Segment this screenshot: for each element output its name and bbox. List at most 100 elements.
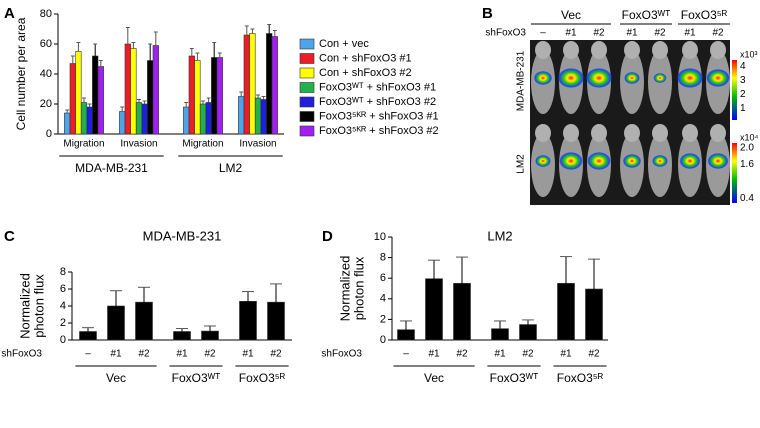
y-tick-label: 60 — [40, 38, 52, 50]
group-label: LM2 — [219, 161, 243, 175]
mouse-head — [710, 41, 726, 59]
error-bar — [242, 291, 254, 302]
bar — [194, 60, 201, 135]
x-tick-label: – — [85, 349, 91, 360]
error-bar — [560, 256, 572, 284]
bar — [267, 301, 285, 341]
error-bar — [256, 94, 260, 98]
row-label: shFoxO3 — [1, 349, 42, 360]
signal — [677, 68, 703, 88]
bar — [585, 288, 603, 341]
error-bar — [137, 99, 141, 103]
chart-title: LM2 — [487, 228, 512, 243]
y-axis-label: Normalized — [17, 273, 32, 339]
x-tick-label: #2 — [588, 349, 600, 360]
image-group-label: FoxO3⁵ᴿ — [681, 8, 728, 22]
y-tick-label: 0 — [380, 334, 386, 346]
error-bar — [456, 256, 468, 284]
bar — [86, 106, 93, 135]
signal — [586, 68, 612, 88]
error-bar — [261, 96, 266, 100]
bar — [64, 112, 71, 135]
bar — [254, 97, 262, 135]
error-bar — [400, 320, 412, 330]
error-bar — [212, 42, 217, 58]
colorbar-unit: x10⁴ — [740, 132, 759, 142]
error-bar — [201, 100, 205, 104]
error-bar — [195, 52, 200, 61]
x-tick-label: #1 — [494, 349, 506, 360]
colorbar-tick-label: 1 — [740, 103, 746, 114]
x-tick-label: #1 — [560, 349, 572, 360]
error-bar — [217, 52, 222, 58]
bar — [80, 102, 88, 135]
bar — [249, 33, 256, 135]
x-tick-label: #1 — [176, 349, 188, 360]
error-bar — [93, 43, 98, 56]
signal — [679, 153, 701, 169]
error-bar — [267, 24, 272, 34]
bar — [135, 301, 153, 341]
mouse-head — [563, 124, 579, 142]
y-tick-label: 8 — [380, 252, 386, 264]
y-tick-label: 8 — [60, 266, 66, 278]
bar — [92, 55, 99, 135]
colorbar-unit: x10³ — [740, 49, 758, 59]
error-bar — [142, 100, 147, 104]
y-tick-label: 40 — [40, 68, 52, 80]
error-bar — [148, 43, 153, 61]
group-label: FoxO3⁵ᴿ — [557, 371, 604, 385]
bar — [173, 331, 191, 341]
y-tick-label: 10 — [374, 231, 386, 243]
legend-label: Con + shFoxO3 #1 — [319, 52, 412, 64]
error-bar — [125, 27, 130, 44]
bar — [243, 34, 250, 135]
bar — [183, 106, 190, 135]
panel-letter: D — [322, 228, 333, 245]
mouse-head — [624, 124, 640, 142]
error-bar — [272, 30, 277, 37]
error-bar — [76, 42, 81, 52]
group-label: Vec — [106, 371, 126, 385]
error-bar — [206, 97, 211, 103]
bar — [135, 102, 143, 135]
bar — [75, 51, 82, 135]
error-bar — [98, 60, 103, 67]
error-bar — [189, 48, 194, 56]
mouse-head — [682, 124, 698, 142]
bar — [124, 43, 131, 135]
bar — [211, 57, 218, 135]
colorbar-tick-label: 0.4 — [740, 193, 754, 204]
colorbar-tick-label: 2.0 — [740, 142, 754, 153]
y-axis-label: photon flux — [31, 274, 46, 338]
signal — [707, 153, 729, 169]
image-group-label: Vec — [561, 8, 581, 22]
y-tick-label: 6 — [60, 283, 66, 295]
mouse-head — [652, 124, 668, 142]
signal — [533, 71, 553, 85]
image-row-label: shFoxO3 — [485, 28, 526, 39]
x-tick-label: #1 — [110, 349, 122, 360]
image-column-label: #2 — [593, 28, 605, 39]
legend-swatch — [299, 111, 315, 122]
y-tick-label: 2 — [60, 317, 66, 329]
signal — [652, 155, 668, 167]
mouse-head — [535, 41, 551, 59]
signal — [587, 152, 611, 170]
mouse-head — [624, 41, 640, 59]
error-bar — [428, 259, 440, 279]
error-bar — [82, 97, 86, 103]
error-bar — [70, 55, 75, 64]
bar — [199, 103, 207, 135]
image-column-label: #1 — [684, 28, 696, 39]
x-tick-label: #2 — [204, 349, 216, 360]
x-tick-label: – — [403, 349, 409, 360]
group-label: Vec — [424, 371, 444, 385]
group-label: FoxO3ᵂᵀ — [490, 371, 539, 385]
error-bar — [120, 106, 125, 112]
bar — [188, 55, 195, 135]
bar — [205, 102, 212, 135]
y-tick-label: 20 — [40, 98, 52, 110]
error-bar — [87, 103, 92, 107]
